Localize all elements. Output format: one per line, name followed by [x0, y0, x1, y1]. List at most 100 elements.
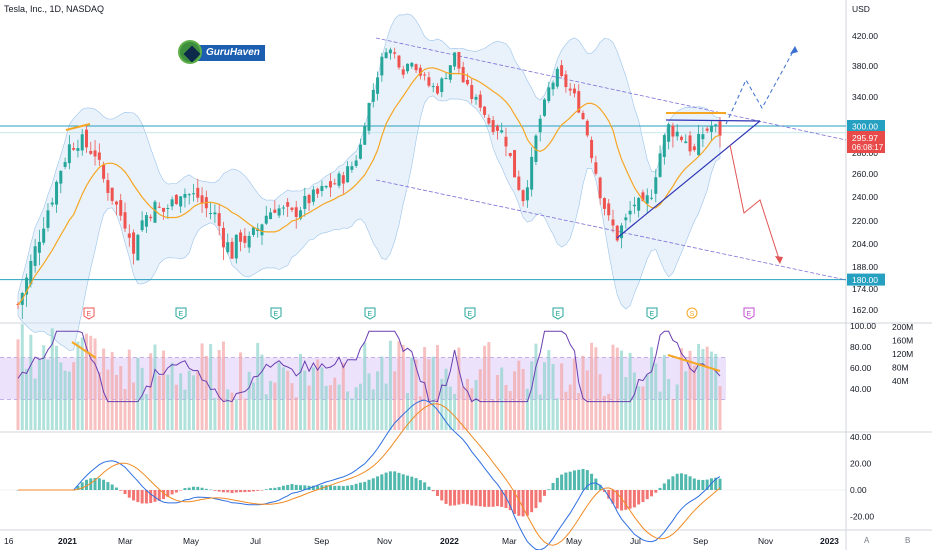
- volume-bar: [37, 359, 41, 430]
- auto-scale-button[interactable]: A: [864, 536, 870, 545]
- volume-bar: [127, 349, 131, 430]
- candle-body: [80, 134, 84, 151]
- macd-hist-bar: [127, 490, 131, 498]
- volume-bar: [487, 342, 491, 430]
- level-300-label: 300.00: [852, 122, 878, 132]
- candle-body: [157, 206, 161, 208]
- candle-body: [97, 152, 101, 160]
- candle-body: [500, 130, 504, 133]
- candle-body: [440, 78, 444, 93]
- volume-bar: [63, 370, 67, 430]
- candle-body: [376, 77, 380, 94]
- candle-body: [641, 192, 645, 201]
- macd-hist-bar: [530, 490, 534, 513]
- event-marker-4: E: [364, 307, 376, 320]
- macd-hist-bar: [585, 470, 589, 490]
- candle-body: [688, 135, 692, 152]
- macd-hist-bar: [346, 485, 350, 490]
- candle-body: [209, 213, 213, 215]
- volume-bar: [380, 356, 384, 430]
- macd-hist-bar: [264, 489, 268, 490]
- volume-bar: [350, 398, 354, 430]
- candle-body: [251, 227, 255, 235]
- candle-body: [534, 135, 538, 162]
- volume-bar: [427, 359, 431, 430]
- earnings-marker-icon: [743, 307, 755, 320]
- volume-bar: [89, 335, 93, 430]
- candle-body: [341, 175, 345, 184]
- candle-body: [89, 150, 93, 154]
- volume-bar: [93, 338, 97, 430]
- volume-bar: [162, 350, 166, 430]
- macd-hist-bar: [76, 485, 80, 490]
- level-180-label: 180.00: [852, 275, 878, 285]
- volume-bar: [290, 383, 294, 430]
- macd-hist-bar: [341, 486, 345, 490]
- volume-bar: [714, 353, 718, 430]
- macd-hist-bar: [414, 478, 418, 490]
- volume-bar: [320, 367, 324, 430]
- earnings-marker-icon: [464, 307, 476, 320]
- candle-body: [508, 153, 512, 156]
- volume-bar: [243, 398, 247, 430]
- macd-hist-bar: [607, 490, 611, 499]
- volume-bar: [341, 362, 345, 430]
- candle-body: [174, 194, 178, 205]
- volume-bar: [20, 324, 24, 430]
- rsi-tick-label: 60.00: [850, 363, 872, 373]
- macd-hist-bar: [504, 490, 508, 509]
- candle-body: [380, 56, 384, 76]
- candle-body: [119, 200, 123, 216]
- macd-hist-bar: [598, 484, 602, 490]
- volume-bar: [337, 384, 341, 430]
- macd-hist-bar: [671, 476, 675, 490]
- event-marker-7: E: [646, 307, 658, 320]
- macd-hist-bar: [256, 490, 260, 491]
- price-tick-label: 420.00: [852, 31, 878, 41]
- candle-body: [299, 210, 303, 219]
- event-label: E: [468, 311, 473, 318]
- volume-bar: [491, 399, 495, 430]
- candle-body: [29, 260, 33, 285]
- macd-hist-bar: [508, 490, 512, 511]
- earnings-marker-icon: [175, 307, 187, 320]
- macd-hist-bar: [247, 490, 251, 492]
- volume-bar: [508, 391, 512, 430]
- candle-body: [183, 193, 187, 198]
- volume-bar: [170, 362, 174, 430]
- log-scale-button[interactable]: B: [905, 536, 911, 545]
- volume-bar: [410, 357, 414, 430]
- macd-hist-bar: [461, 490, 465, 504]
- current-price-label: 295.97: [852, 133, 878, 143]
- volume-bar: [247, 371, 251, 430]
- volume-bar: [598, 374, 602, 430]
- price-tick-label: 162.00: [852, 305, 878, 315]
- volume-bar: [25, 368, 29, 430]
- volume-tick-label: 120M: [892, 349, 913, 359]
- candle-body: [517, 176, 521, 190]
- macd-hist-bar: [217, 490, 221, 492]
- macd-hist-bar: [543, 490, 546, 496]
- macd-hist-bar: [555, 477, 559, 490]
- macd-hist-bar: [260, 490, 264, 491]
- macd-hist-bar: [662, 483, 666, 490]
- candle-body: [598, 177, 602, 199]
- candle-body: [55, 181, 59, 205]
- macd-tick-label: 0.00: [850, 485, 867, 495]
- candle-body: [149, 216, 153, 219]
- macd-hist-bar: [123, 490, 127, 495]
- volume-bar: [440, 379, 444, 430]
- candle-body: [491, 120, 495, 133]
- time-axis-label: Sep: [693, 536, 708, 546]
- volume-bar: [157, 375, 161, 430]
- volume-bar: [371, 389, 375, 430]
- macd-hist-bar: [478, 490, 482, 507]
- candle-body: [42, 228, 46, 243]
- time-axis-label: 16: [4, 536, 14, 546]
- candle-body: [590, 139, 594, 159]
- volume-bar: [33, 378, 37, 430]
- volume-bar: [654, 363, 658, 430]
- volume-bar: [277, 362, 281, 430]
- candle-body: [418, 67, 422, 76]
